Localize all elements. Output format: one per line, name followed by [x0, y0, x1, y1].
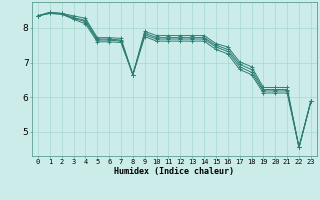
X-axis label: Humidex (Indice chaleur): Humidex (Indice chaleur) [115, 167, 234, 176]
